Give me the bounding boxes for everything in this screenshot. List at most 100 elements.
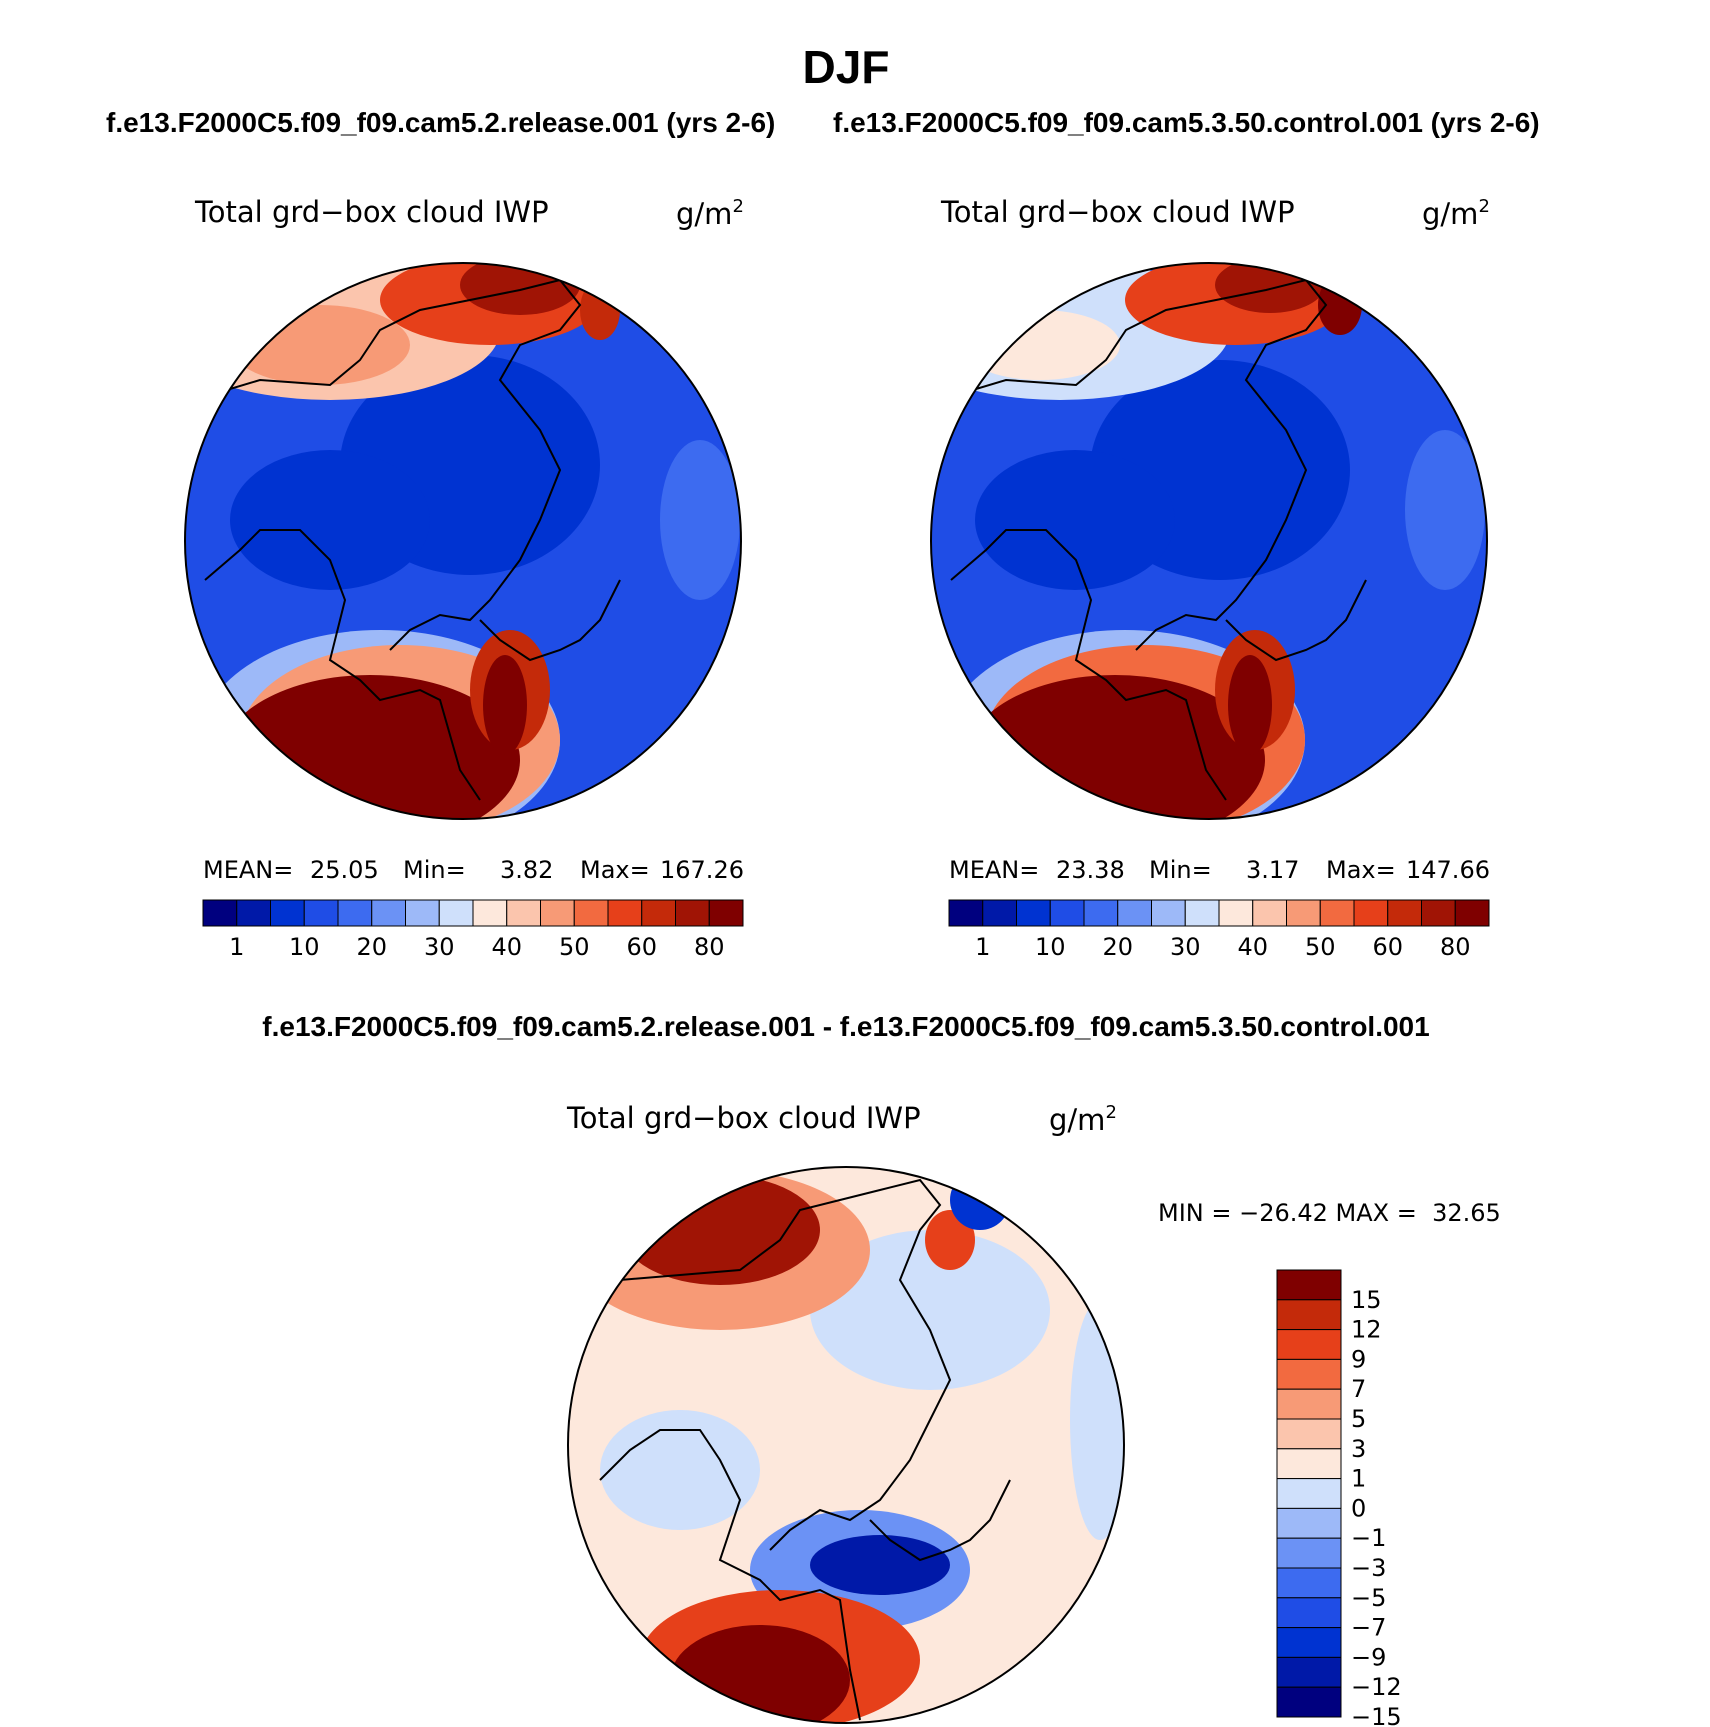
colorbar-swatch: [1276, 1329, 1342, 1360]
colorbar-swatch: [1387, 899, 1422, 927]
panel-left: Total grd−box cloud IWP g/m2 MEAN= 25.05: [184, 195, 744, 961]
coastline-greenland: [1225, 579, 1367, 662]
colorbar-swatch: [371, 899, 406, 927]
north-pacific-orange: [230, 305, 410, 385]
panel-right-max-value: 147.66: [1406, 856, 1490, 884]
coastline-greenland: [479, 579, 621, 662]
colorbar-tick-label: 1: [975, 933, 990, 961]
right-case-title: f.e13.F2000C5.f09_f09.cam5.3.50.control.…: [833, 107, 1540, 138]
colorbar-swatch: [472, 899, 508, 927]
colorbar-tick-label: 60: [626, 933, 657, 961]
panel-left-stats: MEAN= 25.05 Min= 3.82 Max= 167.26: [203, 856, 744, 884]
colorbar-tick-label: 80: [694, 933, 725, 961]
colorbar-swatch: [948, 899, 984, 927]
colorbar-swatch: [1218, 899, 1254, 927]
colorbar-swatch: [270, 899, 305, 927]
colorbar-swatch: [607, 899, 643, 927]
colorbar-tick-label: −5: [1351, 1584, 1386, 1612]
panel-left-mean-label: MEAN=: [203, 856, 293, 884]
colorbar-swatch: [405, 899, 440, 927]
panel-right-min-value: 3.17: [1246, 856, 1299, 884]
panel-right-mean-label: MEAN=: [949, 856, 1039, 884]
east-region: [1405, 430, 1485, 590]
coastline-north-america: [619, 1178, 952, 1551]
colorbar-swatch: [540, 899, 575, 927]
season-title: DJF: [803, 41, 890, 93]
greenland-sea-negative-core: [810, 1535, 950, 1595]
coastline-greenland: [869, 1479, 1011, 1562]
colorbar-swatch: [202, 899, 238, 927]
colorbar-swatch: [1276, 1627, 1342, 1658]
colorbar-swatch: [1184, 899, 1220, 927]
east-region: [660, 440, 740, 600]
colorbar-tick-label: 50: [1305, 933, 1336, 961]
barents-core: [1228, 655, 1272, 755]
colorbar-tick-label: −7: [1351, 1614, 1386, 1642]
colorbar-tick-label: −12: [1351, 1673, 1402, 1701]
colorbar-tick-label: −3: [1351, 1554, 1386, 1582]
panel-right-max-label: Max=: [1326, 856, 1396, 884]
bering-negative: [950, 1170, 1010, 1230]
colorbar-swatch: [1276, 1418, 1342, 1450]
colorbar-swatch: [1276, 1656, 1342, 1688]
panel-left-map-border: [184, 262, 742, 820]
colorbar-tick-label: 7: [1351, 1375, 1366, 1403]
panel-left-map: [185, 263, 741, 819]
colorbar-tick-label: 15: [1351, 1286, 1382, 1314]
panel-diff: Total grd−box cloud IWP g/m2 MIN = −26.4…: [566, 1101, 1501, 1727]
colorbar-swatch: [1083, 899, 1119, 927]
colorbar-swatch: [1049, 899, 1085, 927]
panel-left-min-value: 3.82: [500, 856, 553, 884]
siberia-region: [230, 450, 430, 590]
colorbar-tick-label: 10: [289, 933, 320, 961]
bering-positive: [925, 1210, 975, 1270]
colorbar-swatch: [1276, 1299, 1342, 1331]
panel-right-variable-title: Total grd−box cloud IWP: [940, 195, 1295, 229]
colorbar-swatch: [1276, 1537, 1342, 1569]
panel-diff-variable-title: Total grd−box cloud IWP: [566, 1101, 921, 1135]
north-pacific-core: [1215, 263, 1325, 313]
colorbar-swatch: [438, 899, 474, 927]
colorbar-swatch: [1276, 1478, 1342, 1509]
panel-diff-map: [568, 1167, 1124, 1723]
panel-diff-minmax-label: MIN = −26.42 MAX = 32.65: [1158, 1199, 1501, 1227]
siberia-region: [975, 450, 1175, 590]
colorbar-tick-label: 3: [1351, 1435, 1366, 1463]
colorbar-swatch: [1151, 899, 1186, 927]
colorbar-swatch: [1117, 899, 1152, 927]
arctic-light-blue: [810, 1230, 1050, 1390]
colorbar-swatch: [236, 899, 271, 927]
panel-right-units: g/m2: [1422, 196, 1490, 231]
colorbar-swatch: [1276, 1448, 1342, 1480]
colorbar-swatch: [982, 899, 1017, 927]
colorbar-tick-label: 80: [1440, 933, 1471, 961]
panel-diff-map-border: [567, 1166, 1125, 1724]
colorbar-swatch: [1252, 899, 1287, 927]
colorbar-swatch: [1353, 899, 1389, 927]
colorbar-swatch: [641, 899, 676, 927]
siberia-light-blue: [600, 1410, 760, 1530]
panel-diff-units: g/m2: [1049, 1102, 1117, 1137]
colorbar-swatch: [708, 899, 744, 927]
colorbar-tick-label: 50: [559, 933, 590, 961]
colorbar-tick-label: 60: [1372, 933, 1403, 961]
colorbar-swatch: [1276, 1269, 1342, 1301]
colorbar-tick-label: 20: [356, 933, 387, 961]
colorbar-tick-label: 1: [1351, 1465, 1366, 1493]
colorbar-tick-label: −15: [1351, 1703, 1402, 1727]
colorbar-tick-label: 12: [1351, 1316, 1382, 1344]
colorbar-tick-label: 30: [1170, 933, 1201, 961]
colorbar-swatch: [1276, 1597, 1342, 1629]
colorbar-tick-label: 20: [1102, 933, 1133, 961]
colorbar-tick-label: 30: [424, 933, 455, 961]
panel-left-mean-value: 25.05: [310, 856, 379, 884]
coastline-north-america: [209, 278, 582, 651]
colorbar-swatch: [1276, 1358, 1342, 1390]
left-case-title: f.e13.F2000C5.f09_f09.cam5.2.release.001…: [106, 107, 775, 138]
barents-core: [483, 655, 527, 755]
colorbar-swatch: [675, 899, 710, 927]
colorbar-swatch: [1276, 1686, 1342, 1718]
colorbar-swatch: [1319, 899, 1355, 927]
colorbar-swatch: [506, 899, 541, 927]
